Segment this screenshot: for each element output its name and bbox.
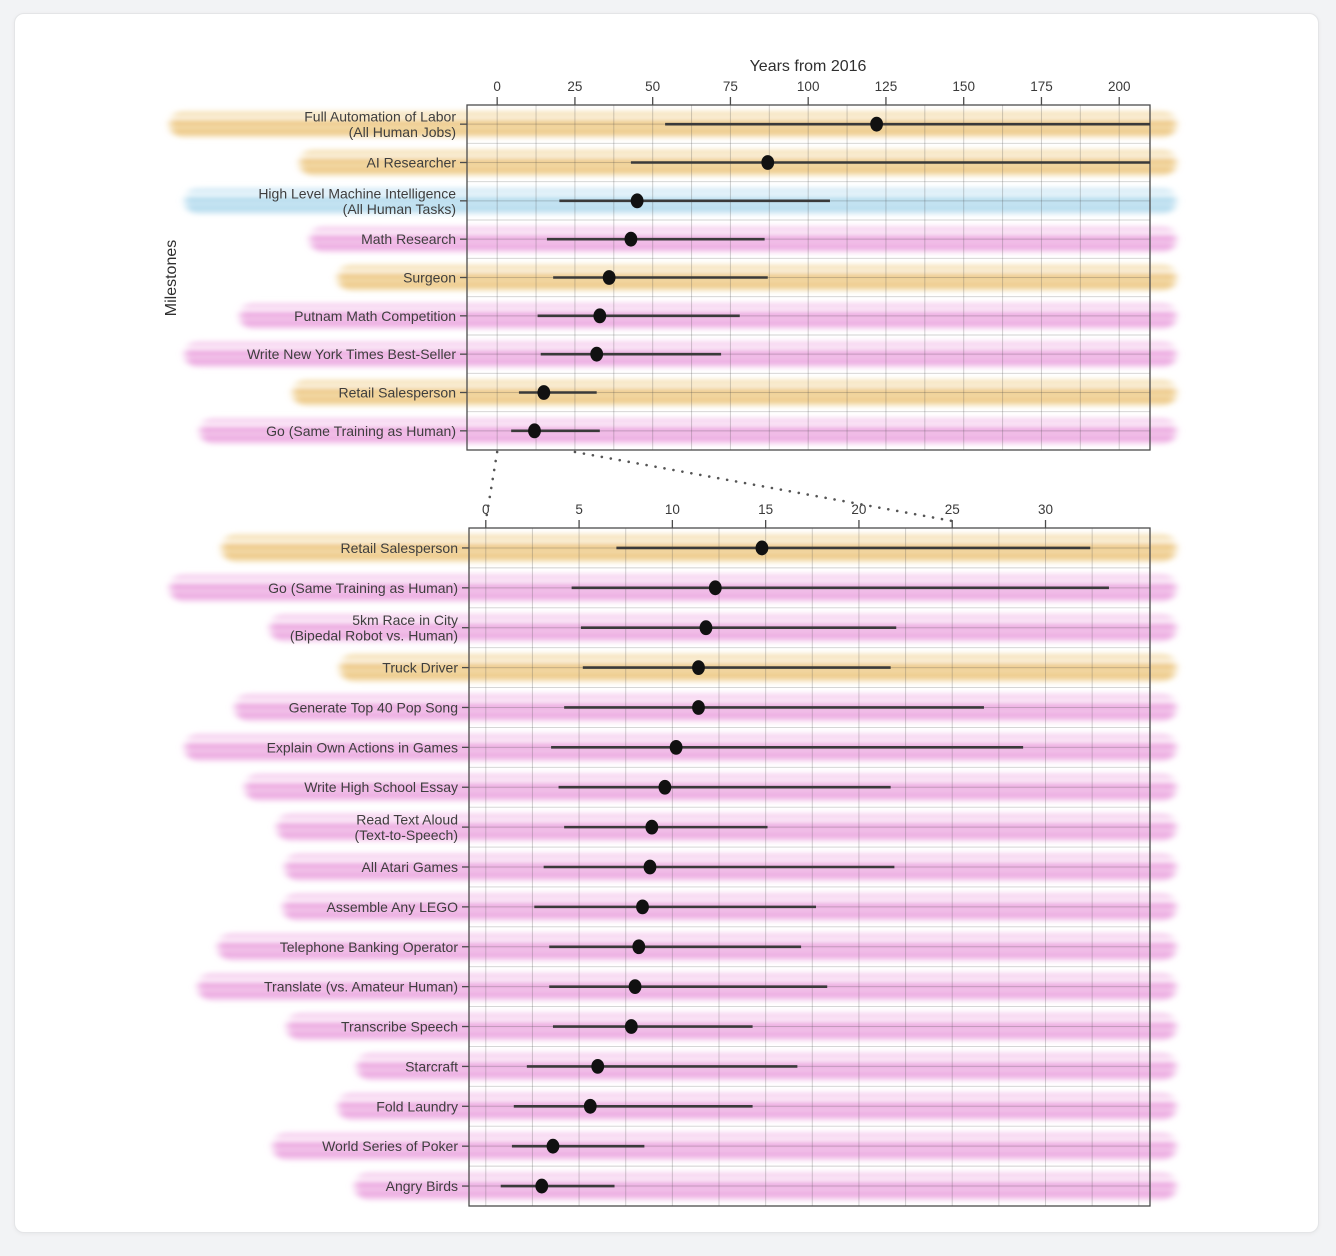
median-point [528,423,541,439]
median-point [699,620,713,636]
row-highlight-band [273,1130,1176,1163]
x-axis-tick-label: 0 [482,502,490,517]
median-point [630,193,644,209]
x-axis-tick-label: 125 [875,79,898,94]
x-axis-tick-label: 20 [851,502,866,517]
panel-axis: 0 25 50 75 100 125 150 175 200 [460,79,1151,451]
median-point [692,700,705,715]
milestone-label: Explain Own Actions in Games [267,739,458,755]
milestone-label: Assemble Any LEGO [326,899,458,915]
panel-data [511,116,1150,439]
median-point [643,859,657,875]
milestone-label: Surgeon [403,270,456,286]
x-axis-tick-label: 5 [575,502,583,517]
median-point [624,1019,638,1034]
median-point [591,1059,605,1074]
milestone-label: AI Researcher [367,155,457,171]
x-axis-tick-label: 0 [493,79,501,94]
milestone-label: Transcribe Speech [341,1019,458,1035]
milestone-label: Go (Same Training as Human) [268,580,458,596]
median-point [593,308,607,324]
zoom-connector-line [573,450,954,523]
median-point [632,939,646,955]
milestone-label: All Atari Games [362,859,458,875]
milestone-label: Generate Top 40 Pop Song [289,699,458,715]
median-point [624,231,638,247]
milestone-label: Full Automation of Labor (All Human Jobs) [304,109,456,140]
panel-data [500,540,1109,1194]
milestone-label: World Series of Poker [322,1138,458,1154]
milestone-label: Truck Driver [382,660,458,676]
milestone-label: Read Text Aloud (Text-to-Speech) [355,812,458,844]
row-highlight-band [355,1170,1176,1203]
median-point [755,540,769,556]
median-point [602,270,616,285]
milestone-label: 5km Race in City (Bipedal Robot vs. Human… [290,612,458,644]
median-point [583,1098,597,1114]
x-axis-tick-label: 10 [665,502,680,517]
median-point [590,346,604,362]
x-axis-tick-label: 100 [797,79,820,94]
x-axis-tick-label: 25 [567,79,582,94]
milestone-labels: Full Automation of Labor (All Human Jobs)… [247,109,456,439]
x-axis-tick-label: 25 [945,502,960,517]
milestone-labels: Retail Salesperson Go (Same Training as H… [264,540,458,1194]
x-axis-tick-label: 175 [1030,79,1053,94]
x-axis-tick-label: 75 [723,79,738,94]
median-point [669,739,683,755]
panel-axis: 0 5 10 15 20 25 30 [462,502,1151,1207]
median-point [628,979,642,995]
milestone-label: Go (Same Training as Human) [266,423,456,439]
milestone-label: Retail Salesperson [340,540,458,556]
milestone-label: Math Research [361,231,456,247]
milestone-label: Angry Birds [386,1178,458,1194]
row-highlight-band [200,415,1176,446]
x-axis-title: Years from 2016 [750,58,867,75]
row-highlight-band [338,1090,1176,1123]
x-axis-tick-label: 150 [952,79,975,94]
milestone-label: Translate (vs. Amateur Human) [264,979,458,995]
median-point [692,660,705,675]
milestone-label: Telephone Banking Operator [280,939,459,955]
median-point [658,779,672,795]
x-axis-tick-label: 15 [758,502,773,517]
median-point [636,899,649,915]
milestone-label: Starcraft [405,1058,458,1074]
median-point [535,1178,549,1194]
x-axis-tick-label: 50 [645,79,660,94]
milestone-label: High Level Machine Intelligence (All Huma… [258,185,456,217]
median-point [537,385,551,400]
zoom-connectors [484,450,954,523]
milestone-label: Write High School Essay [304,779,458,795]
median-point [645,819,659,835]
median-point [708,580,722,596]
x-axis-tick-label: 200 [1108,79,1131,94]
milestone-label: Putnam Math Competition [294,308,456,324]
median-point [761,155,775,170]
row-highlight-band [293,377,1176,408]
x-axis-tick-label: 30 [1038,502,1053,517]
milestone-label: Retail Salesperson [338,385,456,401]
y-axis-label: Milestones [163,240,180,316]
milestone-label: Write New York Times Best-Seller [247,346,456,362]
milestone-label: Fold Laundry [376,1098,458,1114]
median-point [546,1138,560,1154]
median-point [870,116,884,132]
